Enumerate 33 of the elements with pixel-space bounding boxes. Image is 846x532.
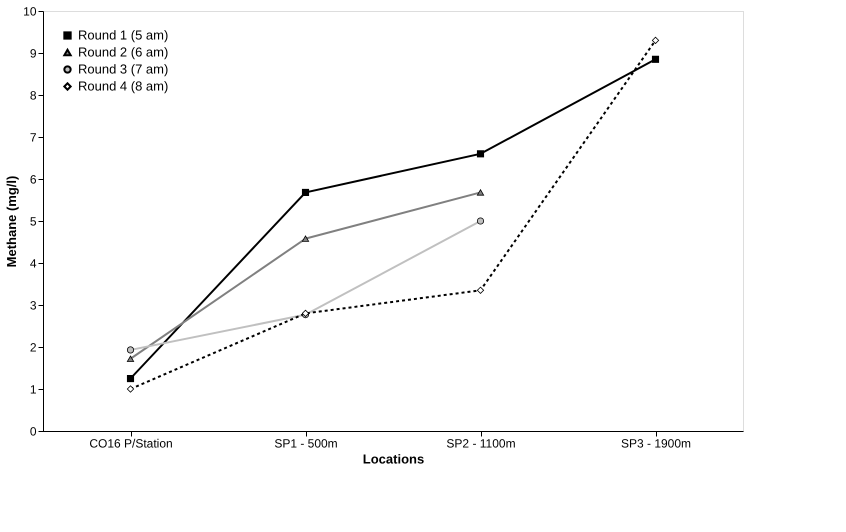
point [126,374,134,382]
y-tick-label: 6 [30,172,37,186]
x-tick-label: SP3 - 1900m [620,436,692,450]
point [652,36,660,44]
y-tick-label: 5 [30,214,37,228]
y-tick-label: 1 [30,382,37,396]
y-tick-label: 10 [23,4,37,18]
x-axis-title: Locations [362,452,424,466]
y-tick-label: 3 [30,298,37,312]
point [476,286,484,294]
y-axis-title: Methane (mg/l) [4,176,20,268]
y-tick-label: 0 [30,424,37,438]
point [126,356,134,362]
point [476,150,484,158]
point [302,188,310,196]
x-tick-label: CO16 P/Station [89,436,173,450]
y-tick-label: 9 [30,46,37,60]
y-tick-label: 8 [30,88,37,102]
point [302,236,310,242]
y-tick-label: 7 [30,130,37,144]
point [652,56,660,63]
point [476,189,484,196]
legend-label: Round 4 (8 am) [78,78,168,94]
x-tick-label: SP2 - 1100m [446,436,516,450]
point [126,385,134,393]
y-tick-label: 2 [30,340,37,354]
x-tick-label: SP1 - 500m [274,436,338,450]
y-tick-label: 4 [30,256,37,270]
legend-label: Round 3 (7 am) [78,62,168,76]
point [126,346,134,354]
legend-label: Round 1 (5 am) [78,28,168,42]
legend-label: Round 2 (6 am) [78,44,168,60]
point [476,217,484,225]
